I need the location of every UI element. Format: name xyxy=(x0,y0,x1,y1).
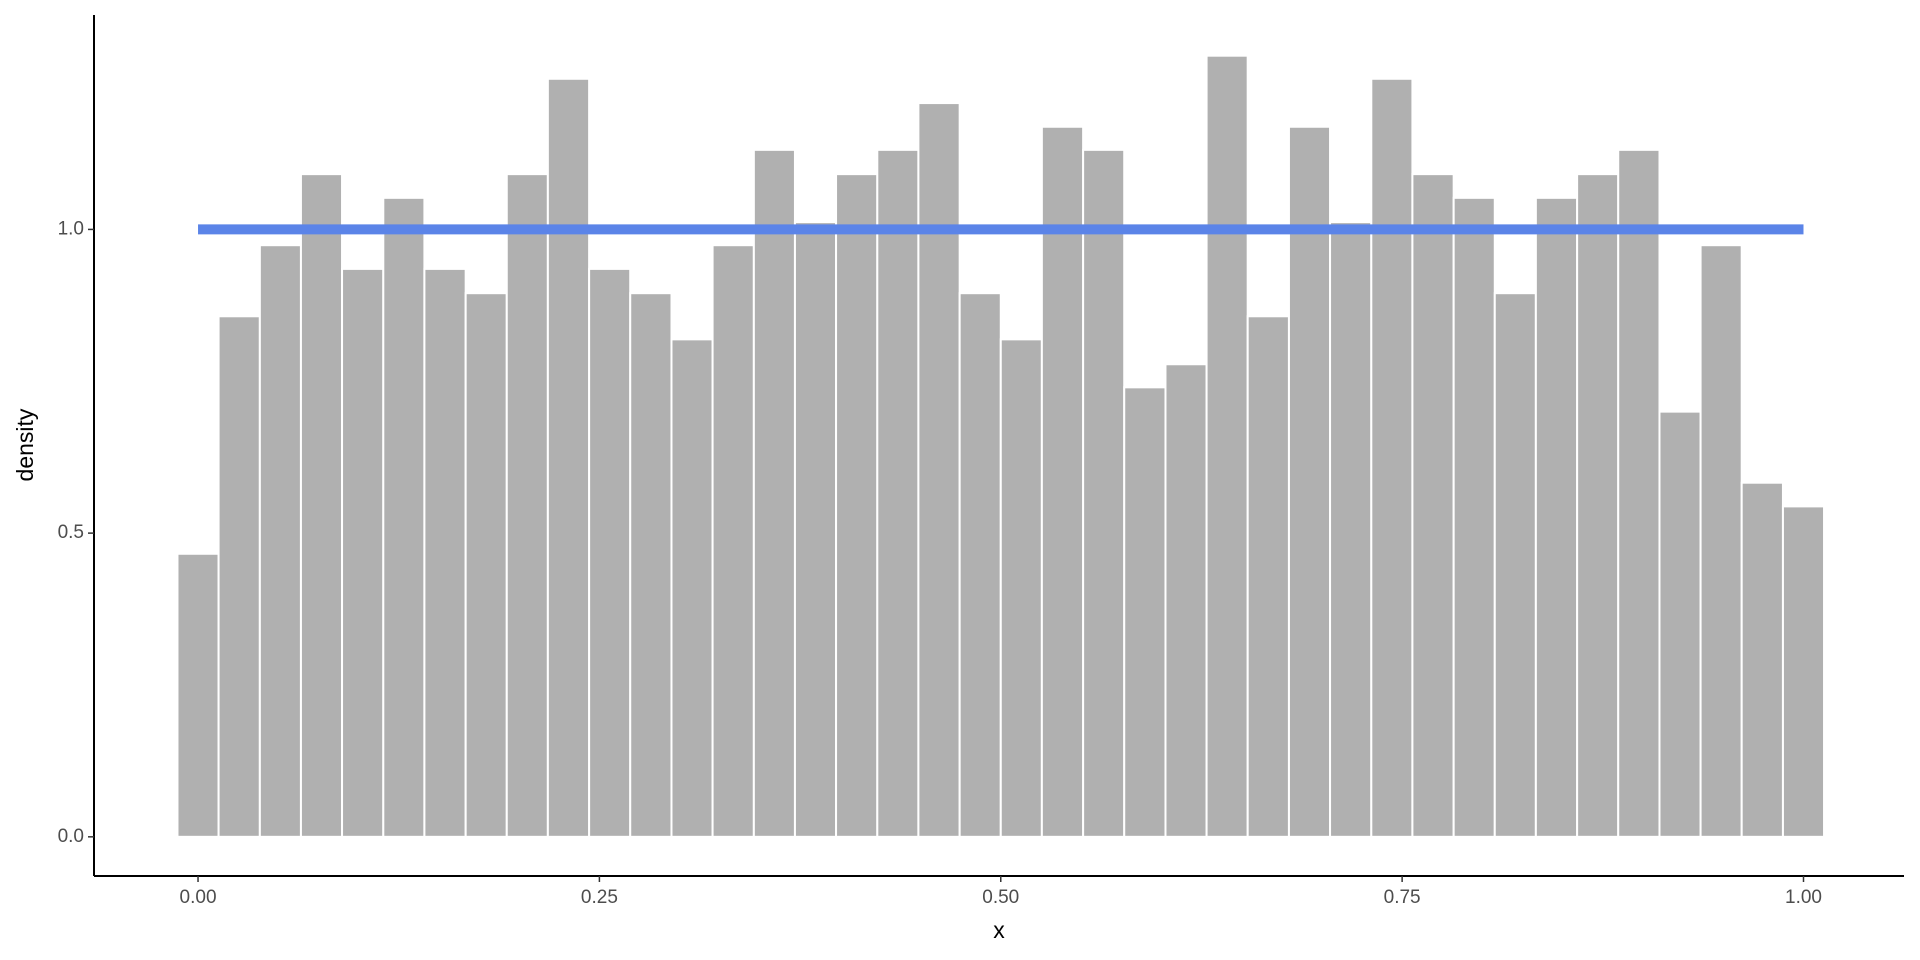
y-axis-title: density xyxy=(12,408,38,481)
bar xyxy=(258,244,302,838)
bar xyxy=(464,292,508,838)
bar xyxy=(793,221,838,838)
bar xyxy=(1617,148,1661,838)
bar xyxy=(217,315,261,838)
bar xyxy=(1123,386,1167,838)
bar xyxy=(1493,292,1537,838)
bar xyxy=(629,292,673,838)
bar xyxy=(752,148,796,838)
bar xyxy=(1452,196,1496,838)
bar xyxy=(1164,363,1208,838)
bar xyxy=(1082,148,1126,838)
x-axis-title: x xyxy=(993,917,1005,943)
x-tick-label: 0.50 xyxy=(982,887,1019,908)
bar xyxy=(1658,410,1702,838)
bar xyxy=(588,267,632,838)
bar xyxy=(876,148,920,838)
y-tick-label: 0.5 xyxy=(58,522,84,543)
bar xyxy=(999,338,1043,838)
bar xyxy=(1534,196,1579,838)
bar xyxy=(299,173,344,838)
y-tick-label: 1.0 xyxy=(58,218,84,239)
x-tick-label: 0.00 xyxy=(180,887,217,908)
bar xyxy=(505,173,549,838)
bar xyxy=(423,267,467,838)
bar xyxy=(382,196,426,838)
x-tick-label: 1.00 xyxy=(1785,887,1822,908)
bar xyxy=(546,77,591,838)
bar xyxy=(1411,173,1455,838)
bar xyxy=(917,102,961,838)
bar xyxy=(1576,173,1620,838)
bar xyxy=(1246,315,1290,838)
bar xyxy=(711,244,755,838)
bar xyxy=(341,267,385,838)
bar xyxy=(176,552,220,838)
x-tick-label: 0.25 xyxy=(581,887,618,908)
bar xyxy=(1329,221,1373,838)
bar xyxy=(1040,125,1085,838)
bar xyxy=(1205,54,1249,838)
bar xyxy=(1740,481,1784,838)
bar xyxy=(835,173,879,838)
bar xyxy=(958,292,1002,838)
bar xyxy=(670,338,714,838)
bar xyxy=(1781,505,1826,838)
bar xyxy=(1699,244,1743,838)
bar xyxy=(1370,77,1414,838)
x-tick-label: 0.75 xyxy=(1384,887,1421,908)
bar xyxy=(1287,125,1332,838)
y-tick-label: 0.0 xyxy=(58,826,84,847)
